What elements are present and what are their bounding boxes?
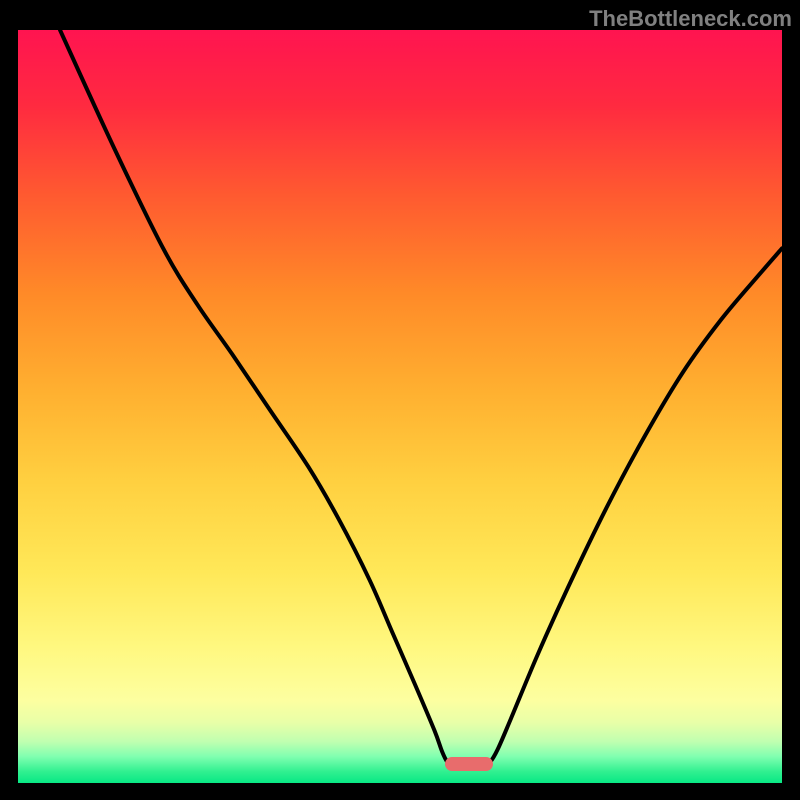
watermark-text: TheBottleneck.com: [589, 6, 792, 32]
chart-plot-area: [18, 30, 782, 783]
bottleneck-marker: [445, 757, 493, 771]
chart-curve: [18, 30, 782, 783]
